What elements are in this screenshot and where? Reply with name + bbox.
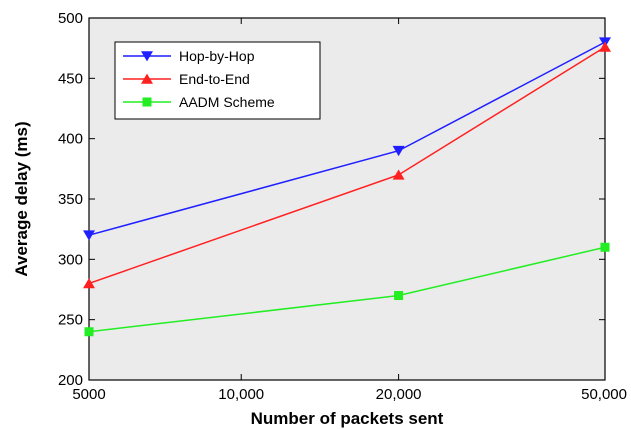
series-layer xyxy=(83,37,611,337)
series-aadm-scheme xyxy=(84,242,610,337)
y-tick-label: 450 xyxy=(58,70,83,87)
legend-item: AADM Scheme xyxy=(123,94,275,110)
data-point xyxy=(392,145,405,157)
y-tick-label: 400 xyxy=(58,131,83,148)
legend-label: End-to-End xyxy=(179,71,250,87)
legend-marker xyxy=(141,51,153,62)
y-tick-label: 500 xyxy=(58,10,83,27)
y-tick-label: 250 xyxy=(58,312,83,329)
y-axis-title: Average delay (ms) xyxy=(12,121,31,276)
y-tick-label: 300 xyxy=(58,251,83,268)
data-point xyxy=(600,242,610,252)
legend-label: Hop-by-Hop xyxy=(179,48,255,64)
x-tick-label: 50,000 xyxy=(581,386,627,403)
data-point xyxy=(599,41,611,52)
data-point xyxy=(394,291,404,301)
x-axis-title: Number of packets sent xyxy=(251,409,444,428)
y-tick-label: 200 xyxy=(58,372,83,389)
x-tick-label: 20,000 xyxy=(376,386,422,403)
legend-label: AADM Scheme xyxy=(179,94,275,110)
data-point xyxy=(83,278,95,289)
axis-ticks: 200 250 300 350 400 450 500 5000 10,000 20,000 50,… xyxy=(58,10,627,403)
legend: Hop-by-Hop End-to-End AADM Scheme xyxy=(114,41,321,120)
x-tick-label: 5000 xyxy=(72,386,105,403)
data-point xyxy=(83,230,95,241)
series-end-to-end xyxy=(83,41,611,289)
legend-marker xyxy=(141,73,153,84)
y-tick-label: 350 xyxy=(58,191,83,208)
legend-item: End-to-End xyxy=(123,71,250,87)
x-tick-label: 10,000 xyxy=(218,386,264,403)
legend-marker xyxy=(142,97,152,107)
data-point xyxy=(84,327,94,337)
legend-item: Hop-by-Hop xyxy=(123,48,255,64)
data-point xyxy=(392,169,405,180)
